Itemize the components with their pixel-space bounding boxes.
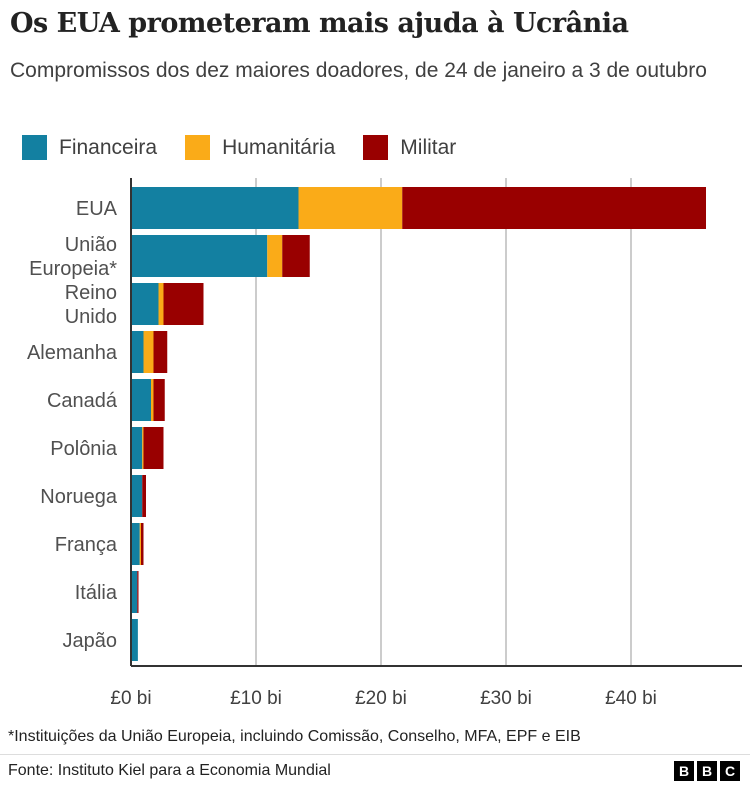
bar-humanitária: [151, 379, 154, 421]
category-label: França: [55, 534, 118, 556]
legend: Financeira Humanitária Militar: [22, 135, 484, 160]
bar-humanitária: [298, 187, 403, 229]
category-label: Itália: [75, 582, 118, 604]
x-tick-label: £10 bi: [230, 688, 282, 709]
x-tick-label: £40 bi: [605, 688, 657, 709]
bar-financeira: [131, 235, 268, 277]
bar-financeira: [131, 571, 138, 613]
category-label: Noruega: [40, 486, 118, 508]
bar-financeira: [131, 331, 144, 373]
x-tick-label: £30 bi: [480, 688, 532, 709]
logo-b1: B: [674, 761, 694, 781]
legend-item-humanitaria: Humanitária: [185, 135, 335, 160]
category-label: Unido: [65, 306, 117, 328]
footnote: *Instituições da União Europeia, incluin…: [8, 728, 581, 745]
bar-financeira: [131, 187, 299, 229]
x-tick-label: £0 bi: [110, 688, 151, 709]
category-label: Canadá: [47, 390, 118, 412]
category-label: Polônia: [50, 438, 118, 460]
bar-militar: [143, 427, 164, 469]
category-label: União: [65, 234, 117, 256]
bar-financeira: [131, 379, 151, 421]
chart-subtitle: Compromissos dos dez maiores doadores, d…: [10, 59, 707, 82]
bar-humanitária: [142, 427, 144, 469]
divider: [0, 754, 750, 755]
category-label: Alemanha: [27, 342, 118, 364]
legend-swatch: [185, 135, 211, 160]
source: Fonte: Instituto Kiel para a Economia Mu…: [8, 762, 331, 779]
legend-swatch: [363, 135, 389, 160]
logo-c: C: [720, 761, 740, 781]
bar-militar: [153, 331, 168, 373]
bar-financeira: [131, 475, 143, 517]
bar-militar: [142, 475, 146, 517]
legend-item-financeira: Financeira: [22, 135, 157, 160]
bar-militar: [163, 283, 204, 325]
bar-financeira: [131, 283, 159, 325]
logo-b2: B: [697, 761, 717, 781]
legend-item-militar: Militar: [363, 135, 456, 160]
bar-financeira: [131, 427, 143, 469]
legend-label: Financeira: [59, 135, 158, 159]
bar-militar: [137, 571, 139, 613]
legend-label: Humanitária: [222, 135, 336, 159]
legend-swatch: [22, 135, 47, 160]
legend-label: Militar: [400, 135, 457, 159]
bar-humanitária: [158, 283, 164, 325]
bar-militar: [153, 379, 165, 421]
category-label: Reino: [65, 282, 117, 304]
bar-militar: [141, 523, 144, 565]
chart-title: Os EUA prometeram mais ajuda à Ucrânia: [10, 8, 629, 39]
bar-humanitária: [139, 523, 141, 565]
bar-financeira: [131, 523, 140, 565]
category-label: EUA: [76, 198, 118, 220]
bar-financeira: [131, 619, 138, 661]
bar-humanitária: [143, 331, 154, 373]
bar-militar: [282, 235, 310, 277]
x-tick-label: £20 bi: [355, 688, 407, 709]
category-label: Europeia*: [29, 258, 117, 280]
bar-humanitária: [267, 235, 283, 277]
bar-militar: [402, 187, 706, 229]
plot-area: £0 bi £10 bi £20 bi £30 bi £40 bi EUA UniãoEur…: [27, 178, 742, 709]
category-label: Japão: [63, 630, 118, 652]
